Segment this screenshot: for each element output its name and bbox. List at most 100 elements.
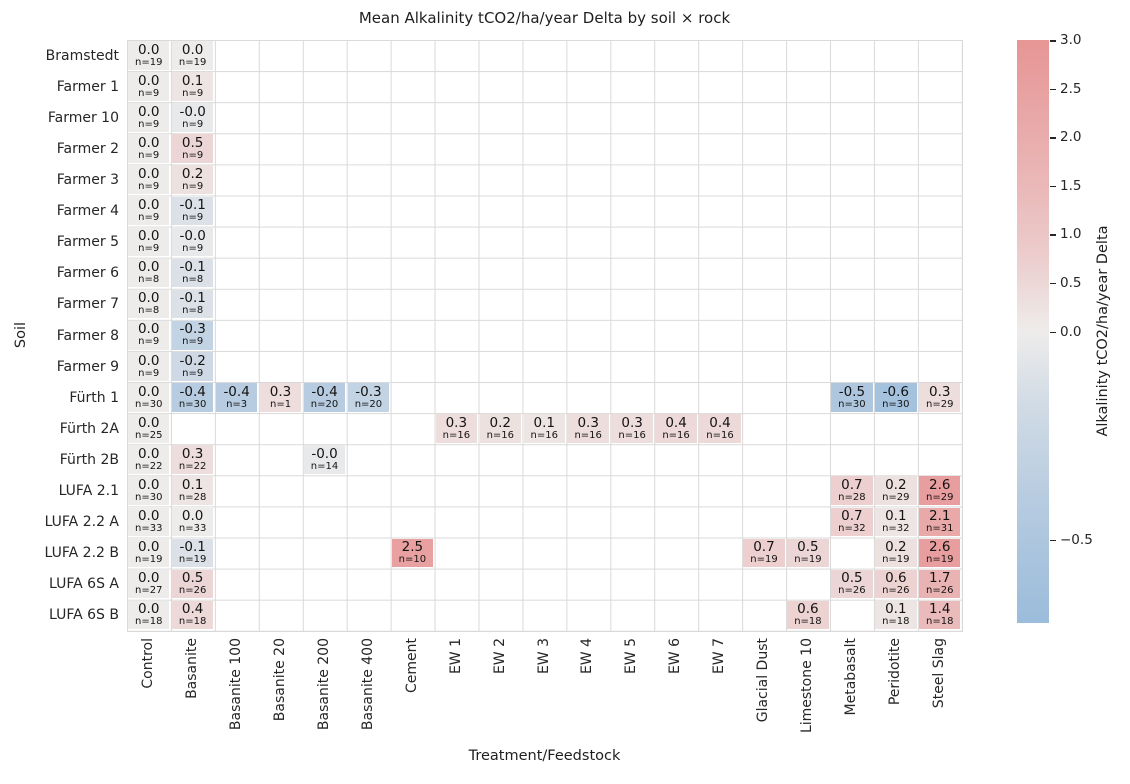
colorbar-tick-label: 1.0	[1060, 226, 1082, 243]
cell-count: n=16	[574, 429, 602, 441]
cell-count: n=31	[926, 523, 954, 535]
heatmap-cell: -0.1 n=9	[171, 196, 214, 226]
x-tick-label: EW 7	[711, 638, 728, 675]
cell-count: n=26	[178, 585, 207, 597]
x-tick-label: Peridotite	[887, 638, 904, 706]
colorbar-tick-mark	[1050, 137, 1056, 139]
cell-value: -0.1	[179, 290, 206, 307]
cell-count: n=27	[134, 585, 163, 597]
cell-value: -0.6	[882, 383, 909, 400]
cell-value: 0.0	[181, 41, 204, 58]
y-tick-label: LUFA 6S B	[49, 607, 119, 624]
heatmap-cell: 0.1 n=18	[875, 600, 917, 630]
cell-count: n=9	[138, 212, 160, 224]
cell-value: 0.5	[181, 134, 204, 151]
cell-value: 0.0	[137, 259, 160, 276]
cell-count: n=22	[134, 460, 163, 472]
cell-count: n=1	[270, 398, 292, 410]
cell-count: n=18	[926, 616, 954, 628]
cell-count: n=9	[138, 367, 160, 379]
heatmap-cell: 0.0 n=9	[128, 352, 170, 381]
cell-value: 0.4	[665, 414, 687, 431]
heatmap-cell: 0.3 n=16	[611, 414, 653, 443]
cell-value: 0.3	[445, 414, 468, 431]
cell-value: 0.2	[489, 414, 512, 431]
cell-count: n=20	[310, 398, 339, 410]
colorbar-title: Alkalinity tCO2/ha/year Delta	[1095, 225, 1111, 437]
x-tick-label: EW 6	[667, 638, 684, 675]
cell-value: -0.1	[179, 259, 206, 276]
cell-count: n=20	[354, 398, 383, 410]
colorbar-tick-label: 0.5	[1060, 274, 1082, 291]
cell-count: n=30	[838, 398, 866, 410]
cell-count: n=33	[178, 523, 207, 535]
cell-value: 2.1	[929, 508, 951, 525]
heatmap-cell: 0.2 n=19	[875, 538, 917, 568]
cell-value: 0.7	[841, 508, 863, 525]
heatmap-cell: -0.4 n=20	[303, 383, 346, 412]
x-tick-label: EW 4	[579, 638, 596, 675]
heatmap-cell: -0.4 n=3	[215, 383, 258, 412]
heatmap-cell: 2.1 n=31	[919, 507, 961, 537]
cell-value: -0.0	[311, 445, 338, 462]
heatmap-cell: 0.4 n=16	[655, 414, 697, 443]
cell-value: 0.0	[137, 570, 160, 587]
colorbar-tick-mark	[1050, 539, 1056, 542]
cell-value: -0.5	[838, 383, 866, 400]
cell-count: n=14	[310, 460, 339, 472]
cell-value: 0.7	[753, 539, 775, 556]
heatmap-cell: -0.3 n=20	[347, 383, 390, 412]
cell-count: n=8	[182, 274, 204, 286]
cell-value: 0.0	[137, 477, 160, 494]
cell-value: 1.7	[929, 570, 951, 587]
cell-value: -0.3	[355, 383, 382, 400]
colorbar-tick-label: 2.5	[1060, 80, 1082, 97]
heatmap-cell: 0.0 n=19	[171, 41, 214, 70]
heatmap-cell: 2.6 n=19	[919, 538, 961, 568]
y-tick-label: LUFA 2.1	[58, 483, 119, 500]
cell-value: 0.0	[137, 228, 160, 245]
cell-value: 0.5	[181, 570, 204, 587]
cell-count: n=9	[138, 243, 160, 255]
heatmap-cell: 0.0 n=25	[128, 414, 170, 443]
y-tick-label: Farmer 8	[56, 327, 119, 344]
colorbar-tick-mark	[1050, 40, 1056, 42]
heatmap-cell: -0.1 n=19	[171, 538, 214, 568]
x-tick-label: Basanite 100	[227, 638, 244, 731]
cell-count: n=18	[882, 616, 910, 628]
cell-count: n=22	[178, 460, 207, 472]
y-tick-label: Fürth 2B	[59, 451, 119, 468]
cell-value: 2.6	[929, 539, 951, 556]
cell-count: n=18	[178, 616, 207, 628]
heatmap-cell: 0.0 n=9	[128, 320, 170, 350]
cell-count: n=9	[182, 243, 204, 255]
cell-value: 0.1	[181, 477, 204, 494]
heatmap-cell: 0.0 n=8	[128, 289, 170, 319]
y-tick-label: Farmer 2	[56, 140, 119, 157]
cell-value: 0.5	[841, 570, 863, 587]
heatmap-cell: 0.3 n=29	[919, 383, 961, 412]
y-tick-label: Farmer 9	[56, 358, 119, 375]
colorbar-tick-label: −0.5	[1060, 531, 1093, 548]
cell-value: 0.1	[885, 601, 907, 618]
cell-value: 0.0	[137, 539, 160, 556]
y-tick-label: Farmer 6	[56, 265, 119, 282]
cell-count: n=18	[794, 616, 822, 628]
cell-value: 0.2	[885, 539, 907, 556]
x-tick-label: Basanite 20	[271, 638, 288, 722]
heatmap-cell: -0.0 n=9	[171, 103, 214, 132]
heatmap-cell: -0.3 n=9	[171, 320, 214, 350]
colorbar-tick-label: 2.0	[1060, 129, 1082, 146]
x-tick-label: Glacial Dust	[755, 638, 772, 723]
cell-count: n=8	[138, 305, 160, 317]
cell-count: n=9	[182, 212, 204, 224]
cell-count: n=29	[882, 492, 910, 504]
cell-count: n=9	[182, 336, 204, 348]
cell-count: n=9	[182, 149, 204, 161]
cell-count: n=9	[182, 87, 204, 99]
x-tick-label: Steel Slag	[931, 638, 948, 709]
colorbar-tick-label: 0.0	[1060, 323, 1082, 340]
cell-value: -0.4	[311, 383, 338, 400]
x-tick-label: EW 5	[623, 638, 640, 675]
heatmap-cell: 0.4 n=18	[171, 600, 214, 630]
